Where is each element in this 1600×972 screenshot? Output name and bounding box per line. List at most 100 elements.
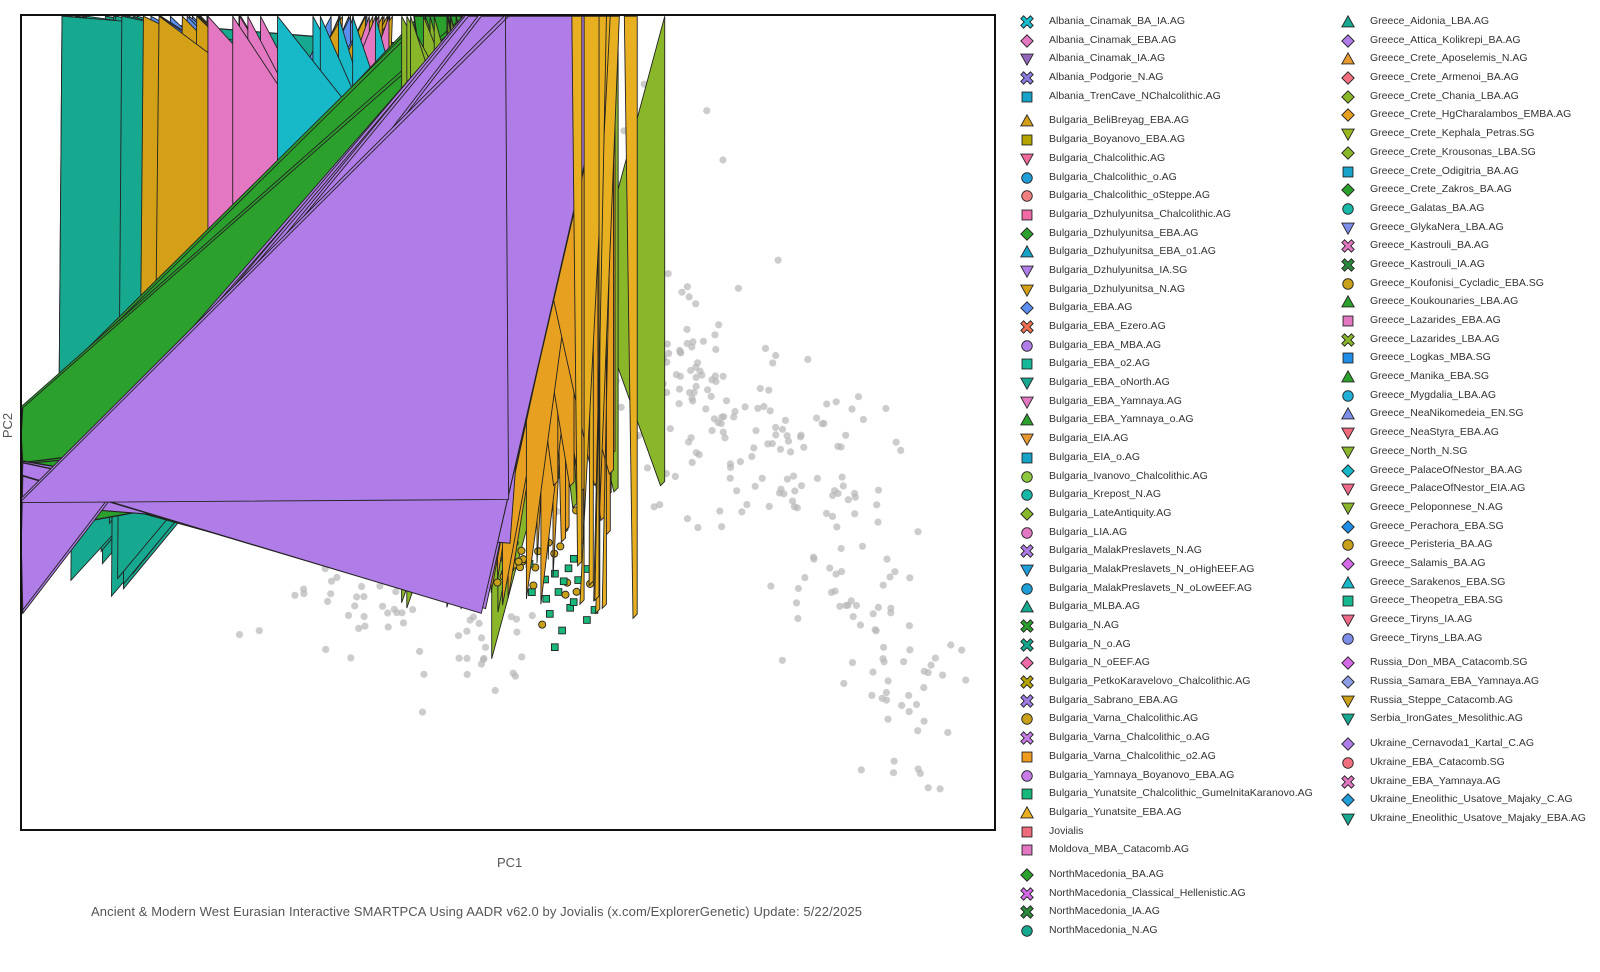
background-point bbox=[920, 667, 928, 675]
triangle-up-marker-icon bbox=[1020, 805, 1034, 819]
background-point bbox=[741, 403, 749, 411]
sample-point bbox=[569, 554, 578, 563]
legend-item-label: Bulgaria_Chalcolithic_o.AG bbox=[1049, 170, 1177, 183]
legend-item-label: Bulgaria_Dzhulyunitsa_Chalcolithic.AG bbox=[1049, 207, 1232, 220]
background-point bbox=[892, 438, 900, 446]
sample-point bbox=[529, 581, 538, 590]
background-point bbox=[507, 613, 515, 621]
circle-marker-icon bbox=[1021, 582, 1033, 595]
circle-marker-icon bbox=[1342, 277, 1354, 290]
background-point bbox=[734, 284, 743, 292]
background-point bbox=[379, 602, 387, 610]
legend-item-label: NorthMacedonia_IA.AG bbox=[1049, 905, 1160, 918]
background-point bbox=[409, 606, 417, 614]
background-point bbox=[764, 440, 772, 448]
background-point bbox=[712, 345, 720, 354]
legend-item-label: Bulgaria_Yunatsite_Chalcolithic_Gumelnit… bbox=[1049, 787, 1313, 800]
background-point bbox=[813, 474, 822, 482]
legend-item-label: Greece_Koukounaries_LBA.AG bbox=[1370, 295, 1519, 308]
background-point bbox=[883, 555, 891, 563]
background-point bbox=[906, 646, 914, 654]
background-point bbox=[731, 407, 739, 416]
triangle-down-marker-icon bbox=[1341, 128, 1355, 142]
diamond-marker-icon bbox=[1341, 33, 1355, 48]
legend-item-label: Bulgaria_EIA.AG bbox=[1049, 432, 1129, 445]
diamond-marker-icon bbox=[1341, 145, 1355, 160]
background-point bbox=[891, 568, 899, 576]
diamond-marker-icon bbox=[1020, 226, 1034, 241]
background-point bbox=[683, 325, 691, 333]
background-point bbox=[769, 359, 777, 367]
background-point bbox=[772, 351, 780, 360]
legend-item-label: Jovialis bbox=[1049, 824, 1084, 837]
x-marker-icon bbox=[1341, 774, 1355, 789]
legend-item-label: Bulgaria_Varna_Chalcolithic_o2.AG bbox=[1049, 749, 1216, 762]
background-point bbox=[882, 688, 891, 697]
square-marker-icon bbox=[1021, 788, 1033, 800]
background-point bbox=[736, 458, 745, 466]
legend-item-label: Bulgaria_N_o.AG bbox=[1049, 637, 1131, 650]
background-point bbox=[837, 544, 845, 553]
background-point bbox=[760, 402, 768, 411]
legend-item-label: Greece_Crete_Aposelemis_N.AG bbox=[1370, 52, 1528, 65]
background-point bbox=[912, 700, 921, 709]
legend-item-label: Greece_Kastrouli_IA.AG bbox=[1370, 257, 1485, 270]
background-point bbox=[683, 515, 692, 523]
plot-area bbox=[20, 14, 996, 831]
diamond-marker-icon bbox=[1341, 463, 1355, 478]
background-point bbox=[455, 654, 463, 662]
background-point bbox=[463, 654, 471, 663]
background-point bbox=[327, 577, 336, 585]
square-marker-icon bbox=[1021, 452, 1033, 464]
background-point bbox=[849, 613, 857, 621]
background-point bbox=[856, 621, 865, 629]
background-point bbox=[291, 591, 299, 599]
triangle-up-marker-icon bbox=[1020, 413, 1034, 426]
background-point bbox=[235, 631, 244, 639]
background-point bbox=[300, 585, 308, 593]
legend-item-label: Bulgaria_N_oEEF.AG bbox=[1049, 656, 1150, 669]
circle-marker-icon bbox=[1021, 526, 1033, 539]
background-point bbox=[905, 622, 914, 630]
background-point bbox=[650, 503, 658, 511]
sample-point bbox=[545, 610, 554, 618]
background-point bbox=[939, 671, 947, 679]
background-point bbox=[664, 270, 672, 278]
background-point bbox=[675, 400, 683, 408]
x-marker-icon bbox=[1020, 886, 1034, 901]
legend-item-label: Greece_Logkas_MBA.SG bbox=[1370, 351, 1491, 364]
background-point bbox=[778, 425, 787, 433]
highlighted-points bbox=[22, 16, 666, 659]
background-point bbox=[869, 668, 877, 676]
background-point bbox=[719, 372, 727, 380]
background-point bbox=[704, 386, 712, 394]
sample-point bbox=[22, 16, 510, 504]
circle-marker-icon bbox=[1021, 769, 1033, 782]
background-point bbox=[692, 300, 700, 308]
background-point bbox=[900, 658, 908, 666]
background-point bbox=[358, 582, 366, 591]
sample-point bbox=[559, 577, 568, 586]
background-point bbox=[322, 645, 330, 654]
legend-item-label: Greece_Lazarides_LBA.AG bbox=[1370, 332, 1500, 345]
sample-point bbox=[556, 542, 565, 551]
legend-item-label: Moldova_MBA_Catacomb.AG bbox=[1049, 843, 1190, 856]
diamond-marker-icon bbox=[1341, 108, 1355, 123]
background-point bbox=[879, 655, 887, 663]
legend-item-label: NorthMacedonia_N.AG bbox=[1049, 924, 1158, 936]
background-point bbox=[360, 593, 368, 601]
background-point bbox=[958, 646, 966, 654]
background-point bbox=[962, 676, 970, 684]
sample-point bbox=[550, 643, 559, 652]
square-marker-icon bbox=[1021, 826, 1033, 837]
circle-marker-icon bbox=[1342, 203, 1354, 215]
background-point bbox=[833, 523, 841, 531]
background-point bbox=[874, 486, 883, 494]
legend-item-label: Ukraine_Cernavoda1_Kartal_C.AG bbox=[1370, 737, 1535, 750]
legend-item-label: Bulgaria_Chalcolithic_oSteppe.AG bbox=[1049, 189, 1211, 202]
sample-point bbox=[514, 557, 523, 566]
background-point bbox=[774, 256, 782, 264]
triangle-down-marker-icon bbox=[1020, 433, 1034, 447]
x-marker-icon bbox=[1020, 15, 1034, 29]
legend-item-label: Bulgaria_Chalcolithic.AG bbox=[1049, 151, 1166, 164]
